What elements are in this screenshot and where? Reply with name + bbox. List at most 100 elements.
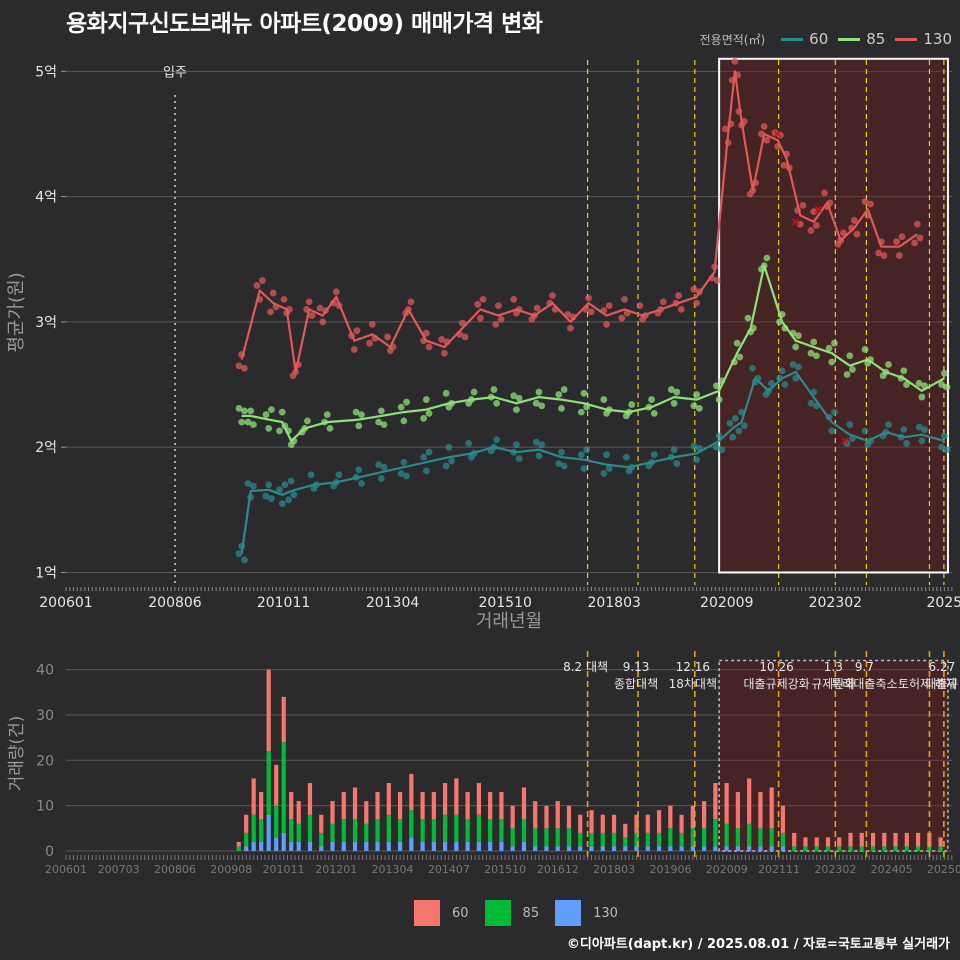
bar-85	[307, 814, 313, 842]
series-85-point	[900, 367, 908, 375]
series-60-point	[278, 500, 286, 507]
bar-60	[668, 805, 673, 829]
series-130-point	[867, 200, 874, 208]
series-130-point	[461, 333, 469, 341]
bar-130	[319, 846, 324, 851]
bar-60	[690, 805, 695, 829]
bar-85	[330, 823, 335, 842]
series-60-point	[335, 471, 343, 479]
series-60-point	[900, 426, 908, 434]
bar-60	[443, 782, 448, 815]
series-60-point	[767, 379, 775, 387]
bar-85	[848, 846, 853, 851]
series-60-point	[285, 496, 292, 504]
series-85-point	[352, 408, 360, 416]
bar-60	[758, 792, 763, 829]
bar-130	[341, 841, 346, 851]
highlight-box	[718, 57, 949, 574]
series-60-point	[535, 452, 543, 460]
legend-line-60	[781, 37, 804, 41]
bar-60	[544, 805, 549, 829]
bar-85	[510, 828, 515, 847]
series-130-point	[875, 249, 882, 257]
series-85-point	[358, 411, 365, 419]
series-130-point	[895, 252, 903, 259]
bar-130	[431, 841, 436, 851]
series-85-point	[442, 389, 450, 397]
policy-label: 특례대출축소	[831, 677, 897, 691]
price-x-tick-label: 201510	[478, 595, 531, 611]
volume-y-tick-label: 40	[36, 663, 54, 679]
bar-60	[600, 814, 605, 833]
series-60-point	[442, 462, 450, 470]
bar-85	[364, 823, 369, 842]
series-60-point	[807, 399, 815, 407]
bar-130	[266, 814, 271, 851]
outlier-marker	[774, 130, 782, 138]
bar-60	[645, 814, 650, 833]
series-60-point	[921, 426, 928, 434]
series-85-point	[380, 421, 388, 429]
bar-85	[690, 828, 695, 847]
bar-60	[870, 832, 876, 847]
bar-85	[870, 846, 876, 851]
series-85-point	[276, 427, 283, 435]
price-y-tick-label: 4억	[35, 190, 57, 206]
bar-legend-swatch-85	[484, 900, 511, 926]
series-130-point	[893, 238, 900, 246]
series-60-point	[249, 482, 257, 490]
series-60-point	[673, 460, 681, 467]
series-130-point	[319, 318, 327, 326]
bar-85	[578, 832, 583, 847]
bar-60	[499, 792, 504, 820]
bar-130	[555, 846, 560, 851]
bar-60	[488, 792, 493, 820]
series-85-point	[580, 389, 588, 397]
series-85-point	[792, 343, 800, 351]
volume-x-tick-label: 201201	[315, 863, 357, 876]
series-85-point	[535, 388, 543, 396]
volume-x-tick-label: 201407	[428, 863, 470, 876]
series-85-point	[915, 379, 923, 387]
series-60-point	[493, 436, 501, 444]
bar-legend-label-85: 85	[522, 905, 540, 921]
series-85-point	[600, 396, 608, 403]
price-x-tick-label: 201011	[257, 595, 310, 611]
bar-130	[690, 846, 695, 851]
volume-x-tick-label: 202111	[758, 863, 800, 876]
bar-60	[397, 792, 403, 820]
series-60-point	[943, 446, 951, 454]
bar-60	[510, 805, 515, 829]
legend-item-85: 85	[832, 30, 885, 48]
series-130-point	[780, 161, 788, 169]
series-60-point	[465, 440, 473, 447]
bar-60	[938, 837, 943, 847]
series-85-point	[262, 411, 270, 419]
series-85-point	[810, 338, 818, 346]
bar-60	[420, 792, 425, 820]
bar-60	[679, 814, 684, 833]
series-85-point	[690, 402, 698, 410]
series-130-point	[497, 315, 505, 323]
series-60-point	[422, 467, 430, 475]
series-60-point	[789, 361, 797, 368]
series-130-point	[621, 295, 628, 303]
series-60-point	[577, 451, 585, 459]
series-130-point	[853, 230, 861, 238]
series-85-point	[400, 417, 408, 425]
bar-60	[266, 669, 271, 752]
bar-85	[259, 819, 264, 842]
series-85-point	[470, 388, 478, 396]
series-130-point	[693, 299, 701, 307]
series-85-point	[420, 414, 428, 422]
bar-85	[713, 819, 718, 847]
series-60-point	[448, 457, 455, 465]
series-60-point	[380, 463, 388, 471]
price-panel: 1억 2억 3억 4억 5억 200601 200806 201011 201304 201510…	[6, 57, 960, 632]
volume-x-tick-label: 200703	[98, 863, 140, 876]
volume-y-tick-label: 0	[45, 844, 54, 860]
bar-85	[544, 828, 549, 847]
policy-label: 규제완화	[811, 677, 855, 691]
series-60-point	[265, 481, 273, 489]
bar-85	[499, 819, 504, 842]
